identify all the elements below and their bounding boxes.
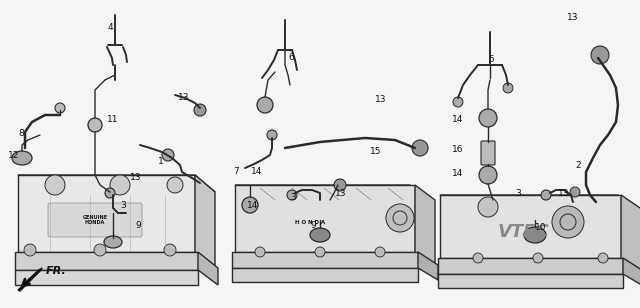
Circle shape xyxy=(591,46,609,64)
Circle shape xyxy=(88,118,102,132)
Text: 5: 5 xyxy=(488,55,493,64)
Circle shape xyxy=(287,190,297,200)
Circle shape xyxy=(255,247,265,257)
Circle shape xyxy=(242,197,258,213)
Polygon shape xyxy=(440,195,621,258)
Polygon shape xyxy=(235,185,415,252)
Circle shape xyxy=(167,177,183,193)
Polygon shape xyxy=(623,258,640,287)
Circle shape xyxy=(478,197,498,217)
Text: 4: 4 xyxy=(108,23,114,33)
Circle shape xyxy=(45,175,65,195)
Polygon shape xyxy=(438,274,623,288)
Circle shape xyxy=(479,109,497,127)
Text: VTEC: VTEC xyxy=(497,223,549,241)
Text: 3: 3 xyxy=(120,201,125,209)
Polygon shape xyxy=(18,268,42,291)
Text: 6: 6 xyxy=(288,54,294,63)
Circle shape xyxy=(267,130,277,140)
Polygon shape xyxy=(235,185,430,200)
Circle shape xyxy=(257,97,273,113)
Text: 13: 13 xyxy=(567,14,579,22)
Circle shape xyxy=(598,253,608,263)
Polygon shape xyxy=(438,258,623,274)
Circle shape xyxy=(386,204,414,232)
Text: 14: 14 xyxy=(251,168,262,176)
Text: 10: 10 xyxy=(535,224,547,233)
Polygon shape xyxy=(232,252,418,268)
Circle shape xyxy=(375,247,385,257)
Text: 9: 9 xyxy=(135,221,141,229)
Circle shape xyxy=(334,179,346,191)
Text: 8: 8 xyxy=(18,128,24,137)
Polygon shape xyxy=(415,185,435,265)
Text: 2: 2 xyxy=(575,160,580,169)
Text: 3: 3 xyxy=(515,188,521,197)
Circle shape xyxy=(453,97,463,107)
Text: 12: 12 xyxy=(8,151,19,160)
Circle shape xyxy=(110,175,130,195)
Circle shape xyxy=(105,188,115,198)
Text: 13: 13 xyxy=(178,94,189,103)
Polygon shape xyxy=(440,195,640,210)
Circle shape xyxy=(194,104,206,116)
Text: 13: 13 xyxy=(335,188,346,197)
Text: 1: 1 xyxy=(158,157,164,167)
Text: 11: 11 xyxy=(107,116,118,124)
Text: 16: 16 xyxy=(452,145,463,155)
Circle shape xyxy=(55,103,65,113)
Text: 13: 13 xyxy=(558,188,570,197)
Circle shape xyxy=(162,149,174,161)
Ellipse shape xyxy=(310,228,330,242)
Circle shape xyxy=(94,244,106,256)
Ellipse shape xyxy=(12,151,32,165)
Polygon shape xyxy=(198,252,218,285)
Circle shape xyxy=(570,187,580,197)
Circle shape xyxy=(541,190,551,200)
Circle shape xyxy=(473,253,483,263)
Circle shape xyxy=(412,140,428,156)
Circle shape xyxy=(552,206,584,238)
Polygon shape xyxy=(621,195,640,272)
Text: 13: 13 xyxy=(130,173,141,183)
Text: 14: 14 xyxy=(247,201,259,209)
Circle shape xyxy=(164,244,176,256)
Text: 9: 9 xyxy=(310,221,316,229)
Circle shape xyxy=(479,166,497,184)
Polygon shape xyxy=(18,175,195,252)
Text: 3: 3 xyxy=(290,193,296,202)
Text: 14: 14 xyxy=(452,116,463,124)
Circle shape xyxy=(315,247,325,257)
Polygon shape xyxy=(15,252,198,270)
Polygon shape xyxy=(232,268,418,282)
Text: H O N D A: H O N D A xyxy=(295,220,325,225)
Polygon shape xyxy=(418,252,438,280)
Circle shape xyxy=(533,253,543,263)
Text: 7: 7 xyxy=(233,168,239,176)
Polygon shape xyxy=(195,175,215,267)
Circle shape xyxy=(24,244,36,256)
Circle shape xyxy=(503,83,513,93)
Text: 13: 13 xyxy=(375,95,387,104)
Polygon shape xyxy=(18,175,215,192)
FancyBboxPatch shape xyxy=(48,203,142,237)
Polygon shape xyxy=(15,270,198,285)
Text: GENUINE
HONDA: GENUINE HONDA xyxy=(83,215,108,225)
Ellipse shape xyxy=(524,227,546,243)
Text: 15: 15 xyxy=(370,148,381,156)
Text: 14: 14 xyxy=(452,168,463,177)
Ellipse shape xyxy=(104,236,122,248)
Text: FR.: FR. xyxy=(46,266,67,276)
FancyBboxPatch shape xyxy=(481,141,495,165)
